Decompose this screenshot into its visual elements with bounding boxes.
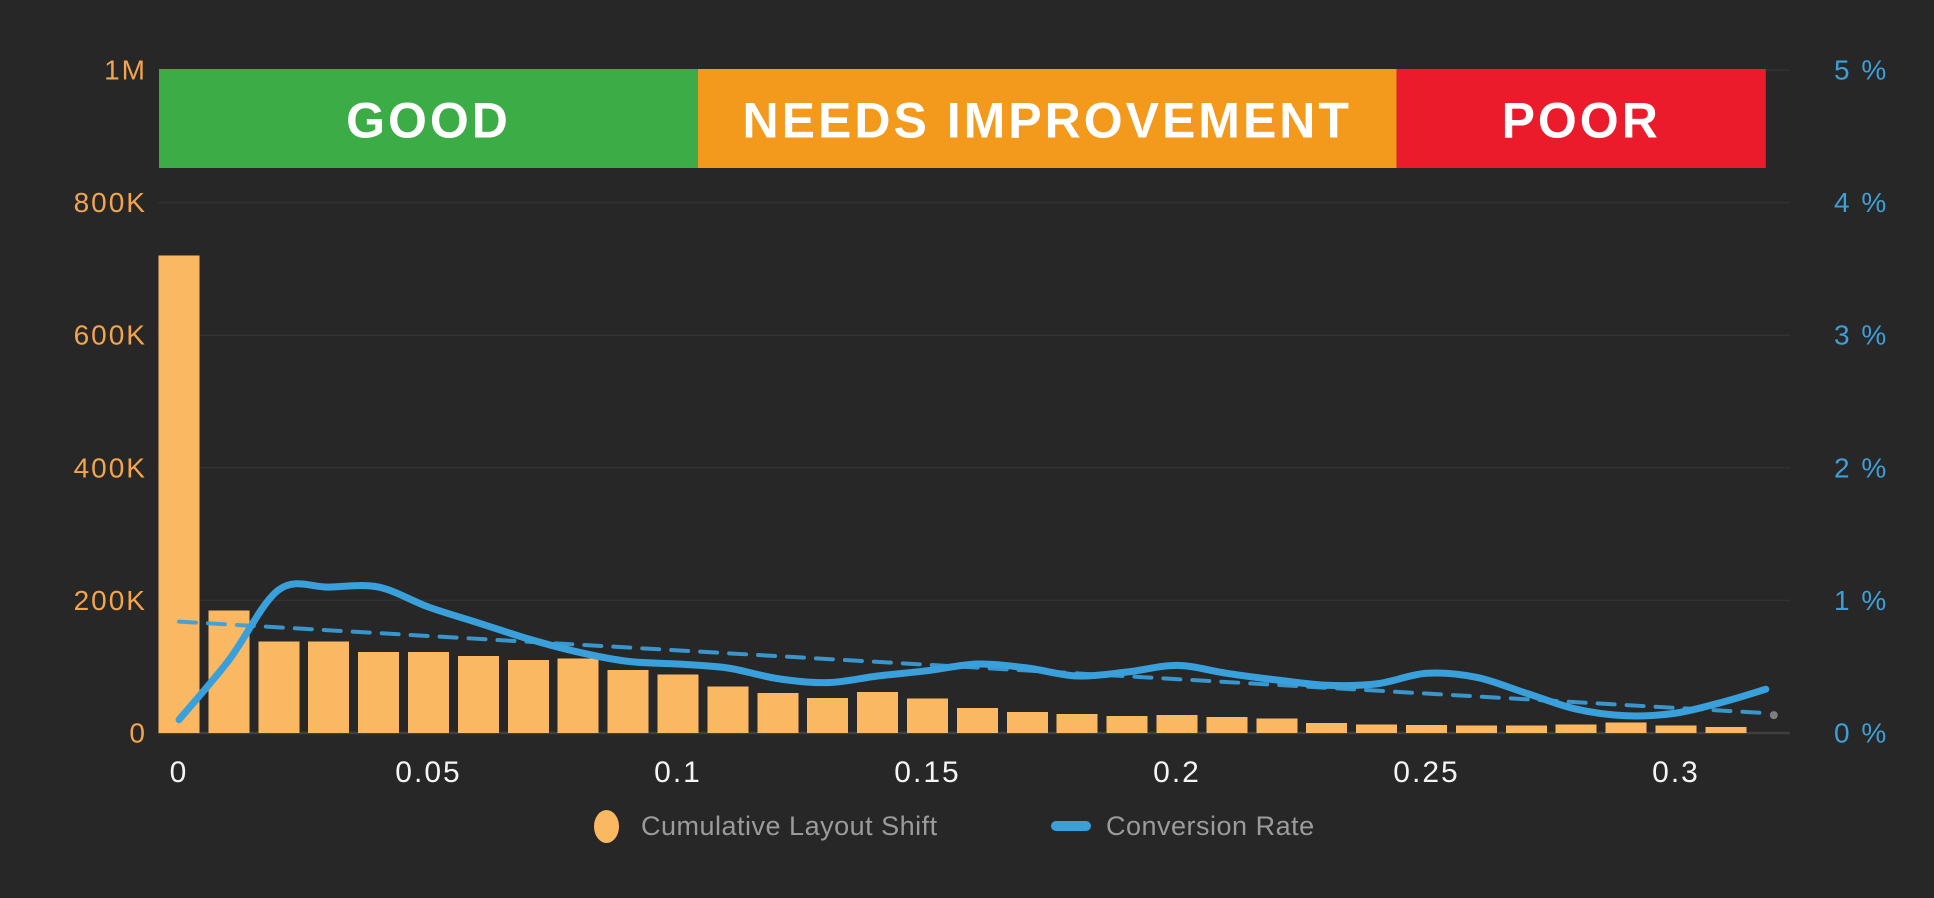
x-axis-tick-0.2: 0.2 (1153, 756, 1201, 789)
bar-cls-0.02 (258, 641, 300, 733)
bar-cls-0.05 (408, 652, 449, 733)
x-axis-tick-0.3: 0.3 (1652, 756, 1700, 789)
legend-item-cumulative-layout-shift: Cumulative Layout Shift (594, 806, 938, 846)
bar-cls-0.04 (358, 652, 400, 733)
bar-cls-0.16 (956, 707, 998, 733)
bar-cls-0.13 (807, 697, 849, 733)
bar-cls-0.15 (907, 698, 948, 733)
bar-cls-0.14 (857, 691, 899, 733)
bar-cls-0.08 (557, 658, 599, 733)
conversion-series-marker-icon (1051, 821, 1091, 831)
right-axis-tick-3pct: 3 % (1834, 320, 1888, 351)
legend-label-cls: Cumulative Layout Shift (641, 810, 938, 841)
bar-cls-0.1 (657, 674, 699, 733)
bar-cls-0.29 (1605, 722, 1647, 733)
bar-cls-0.18 (1056, 713, 1098, 733)
right-axis-tick-1pct: 1 % (1834, 585, 1888, 616)
left-axis-tick-200K: 200K (74, 585, 147, 616)
left-axis-tick-800K: 800K (74, 187, 147, 218)
right-axis-tick-0pct: 0 % (1834, 718, 1888, 749)
right-axis-tick-2pct: 2 % (1834, 452, 1888, 483)
bar-cls-0.28 (1555, 724, 1597, 733)
bar-cls-0.23 (1306, 723, 1348, 733)
band-poor (1396, 69, 1766, 168)
left-axis-tick-400K: 400K (74, 452, 147, 483)
bar-cls-0.25 (1406, 725, 1447, 733)
bar-cls-0.12 (757, 693, 799, 733)
left-axis-tick-600K: 600K (74, 320, 147, 351)
left-axis-tick-0: 0 (129, 718, 147, 749)
bar-cls-0.2 (1156, 715, 1198, 733)
x-axis-tick-0.05: 0.05 (395, 756, 461, 789)
bar-cls-0.31 (1705, 727, 1747, 733)
bar-cls-0.11 (707, 686, 749, 733)
bar-cls-0 (158, 255, 200, 733)
band-label-needs-improvement: NEEDS IMPROVEMENT (743, 93, 1352, 149)
bar-cls-0.06 (457, 656, 499, 733)
right-axis-tick-5pct: 5 % (1834, 55, 1888, 86)
x-axis-tick-0.25: 0.25 (1393, 756, 1459, 789)
trendline-end-dot (1769, 711, 1778, 720)
bar-cls-0.22 (1256, 718, 1298, 733)
bar-cls-0.19 (1106, 715, 1148, 733)
bar-cls-0.07 (507, 660, 549, 733)
x-axis-tick-0: 0 (170, 756, 189, 789)
legend-item-conversion-rate: Conversion Rate (1051, 806, 1315, 846)
band-label-poor: POOR (1502, 93, 1661, 149)
band-needs-improvement (697, 69, 1397, 168)
bar-cls-0.09 (607, 670, 649, 733)
legend-label-conversion: Conversion Rate (1106, 810, 1315, 841)
bar-cls-0.27 (1505, 725, 1547, 733)
bar-cls-0.26 (1455, 725, 1497, 733)
bar-cls-0.21 (1206, 717, 1248, 733)
right-axis-tick-4pct: 4 % (1834, 187, 1888, 218)
bar-cls-0.3 (1655, 725, 1697, 733)
x-axis-tick-0.15: 0.15 (894, 756, 960, 789)
band-label-good: GOOD (346, 93, 511, 149)
left-axis-tick-1M: 1M (104, 55, 147, 86)
x-axis-tick-0.1: 0.1 (654, 756, 702, 789)
bar-cls-0.17 (1006, 711, 1048, 733)
cls-series-marker-icon (594, 809, 619, 843)
band-good (159, 69, 698, 168)
conversion-rate-line (175, 580, 1770, 724)
bar-cls-0.24 (1356, 724, 1398, 733)
bar-cls-0.03 (308, 641, 350, 733)
bar-cls-0.01 (208, 610, 250, 733)
